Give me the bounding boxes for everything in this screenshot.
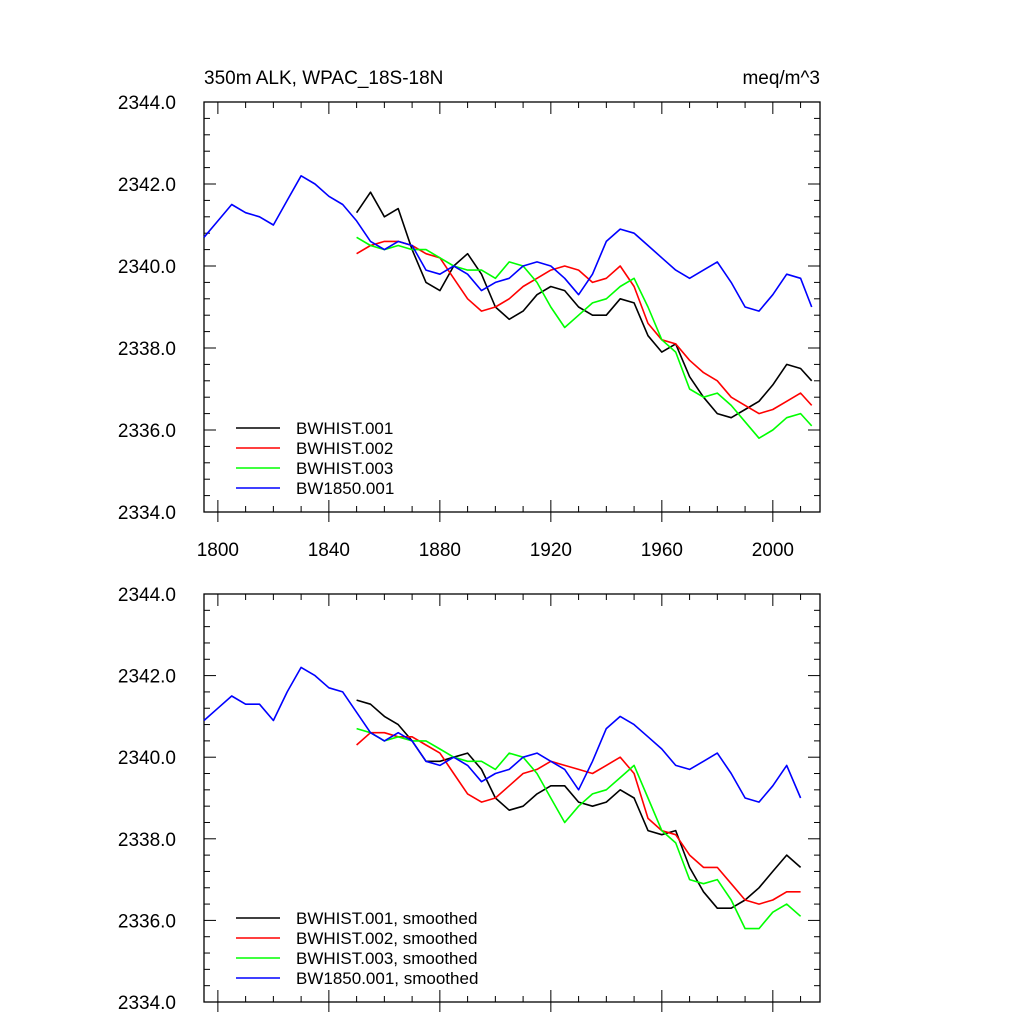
series-line-3 [356, 727, 802, 930]
units-label: meq/m^3 [742, 68, 820, 89]
legend-label: BW1850.001, smoothed [296, 969, 478, 988]
y-tick-label: 2334.0 [118, 993, 176, 1014]
series-line-4 [203, 666, 802, 803]
y-tick-label: 2336.0 [118, 421, 176, 442]
plot-frame [203, 593, 821, 1003]
series-line-2 [356, 731, 801, 905]
legend-label: BWHIST.003 [296, 459, 393, 478]
legend-label: BWHIST.001 [296, 419, 393, 438]
chart-title: 350m ALK, WPAC_18S-18N [204, 68, 443, 89]
chart-panel-1: 2334.0 2336.0 2338.0 2340.0 2342.0 2344.0 1800… [118, 93, 821, 561]
x-tick-label: 1800 [197, 540, 239, 561]
x-tick-label: 1960 [641, 540, 683, 561]
y-tick-label: 2336.0 [118, 911, 176, 932]
series-line-4 [203, 175, 813, 312]
series-line-3 [356, 236, 813, 440]
y-tick-label: 2338.0 [118, 830, 176, 851]
y-tick-label: 2340.0 [118, 748, 176, 769]
y-tick-label: 2334.0 [118, 503, 176, 524]
legend-label: BWHIST.001, smoothed [296, 909, 477, 928]
y-tick-label: 2338.0 [118, 339, 176, 360]
y-tick-label: 2344.0 [118, 93, 176, 114]
y-tick-label: 2342.0 [118, 175, 176, 196]
chart-panel-2: 2334.0 2336.0 2338.0 2340.0 2342.0 2344.0 BWHI… [118, 585, 821, 1014]
legend-label: BWHIST.002 [296, 439, 393, 458]
legend-label: BWHIST.003, smoothed [296, 949, 477, 968]
legend-label: BWHIST.002, smoothed [296, 929, 477, 948]
x-tick-label: 1880 [419, 540, 461, 561]
plot-frame [203, 101, 821, 513]
x-tick-label: 2000 [752, 540, 794, 561]
x-tick-label: 1840 [308, 540, 350, 561]
y-tick-label: 2342.0 [118, 667, 176, 688]
series-line-1 [356, 699, 802, 910]
y-tick-label: 2344.0 [118, 585, 176, 606]
legend-label: BW1850.001 [296, 479, 394, 498]
x-tick-label: 1920 [530, 540, 572, 561]
series-line-2 [356, 240, 813, 415]
y-tick-label: 2340.0 [118, 257, 176, 278]
